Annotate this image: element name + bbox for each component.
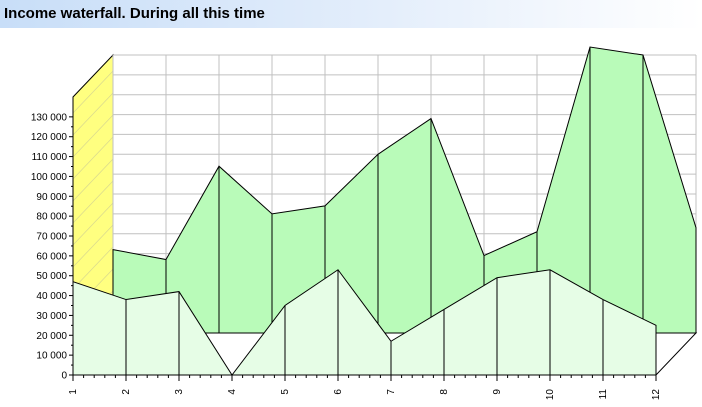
wall-hatch bbox=[72, 92, 114, 136]
y-tick-label: 80 000 bbox=[36, 212, 67, 223]
x-tick-label: 3 bbox=[174, 389, 185, 395]
y-tick-label: 40 000 bbox=[36, 291, 67, 302]
series-back bbox=[112, 46, 697, 334]
x-tick-label: 9 bbox=[492, 389, 503, 395]
axes bbox=[69, 97, 657, 381]
wall-hatch bbox=[72, 114, 114, 158]
wall-hatch bbox=[72, 70, 114, 114]
wall-hatch bbox=[72, 224, 114, 268]
x-tick-label: 5 bbox=[280, 389, 291, 395]
y-tick-label: 90 000 bbox=[36, 192, 67, 203]
wall-hatch bbox=[72, 158, 114, 202]
y-tick-label: 70 000 bbox=[36, 232, 67, 243]
y-tick-label: 30 000 bbox=[36, 311, 67, 322]
y-tick-label: 20 000 bbox=[36, 331, 67, 342]
chart-title: Income waterfall. During all this time bbox=[4, 5, 265, 22]
y-tick-label: 130 000 bbox=[31, 112, 68, 123]
x-tick-label: 10 bbox=[545, 389, 556, 401]
back-series-area bbox=[112, 46, 697, 334]
y-tick-label: 100 000 bbox=[31, 172, 68, 183]
y-tick-label: 110 000 bbox=[32, 152, 68, 163]
x-tick-label: 7 bbox=[386, 389, 397, 395]
x-tick-label: 4 bbox=[227, 389, 238, 395]
x-tick-label: 2 bbox=[121, 389, 132, 395]
y-tick-label: 10 000 bbox=[36, 351, 67, 362]
x-tick-label: 6 bbox=[333, 389, 344, 395]
x-tick-label: 11 bbox=[598, 389, 609, 400]
wall-hatch bbox=[72, 136, 114, 180]
x-tick-label: 1 bbox=[68, 389, 79, 395]
x-tick-label: 12 bbox=[651, 389, 662, 401]
y-tick-label: 50 000 bbox=[36, 271, 67, 282]
wall-hatch bbox=[72, 202, 114, 246]
y-tick-label: 120 000 bbox=[31, 132, 68, 143]
title-bar: Income waterfall. During all this time bbox=[0, 0, 702, 28]
wall-hatch bbox=[72, 246, 114, 290]
x-tick-label: 8 bbox=[439, 389, 450, 395]
tick-labels: 0 10 000 20 000 30 000 40 000 50 000 60 000 70 … bbox=[31, 112, 662, 400]
wall-hatch bbox=[72, 180, 114, 224]
y-tick-label: 0 bbox=[61, 371, 67, 382]
income-waterfall-chart: 0 10 000 20 000 30 000 40 000 50 000 60 000 70 … bbox=[31, 46, 698, 400]
y-tick-label: 60 000 bbox=[36, 251, 67, 262]
